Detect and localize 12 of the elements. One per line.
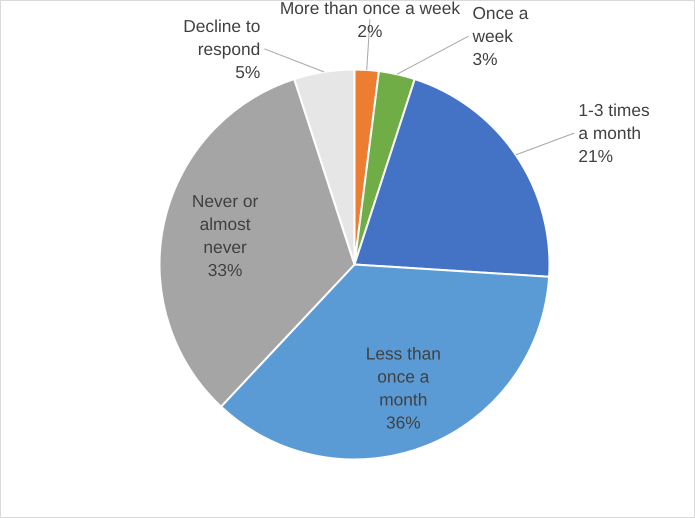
- slice-label: Once a week: [471, 3, 529, 46]
- data-label: 33%: [208, 260, 242, 280]
- slice-label: 1-3 times a month: [578, 100, 650, 143]
- slice-label: Never or almost never: [192, 191, 259, 258]
- data-label: 3%: [472, 49, 498, 70]
- data-label: 2%: [357, 20, 382, 41]
- slice-label: More than once a week: [280, 0, 460, 18]
- data-label: 5%: [235, 62, 260, 82]
- data-label: 36%: [386, 412, 421, 432]
- data-label: 21%: [578, 146, 614, 166]
- slice-label: Less than once a month: [366, 343, 441, 410]
- slice-label: Decline to respond: [183, 16, 260, 59]
